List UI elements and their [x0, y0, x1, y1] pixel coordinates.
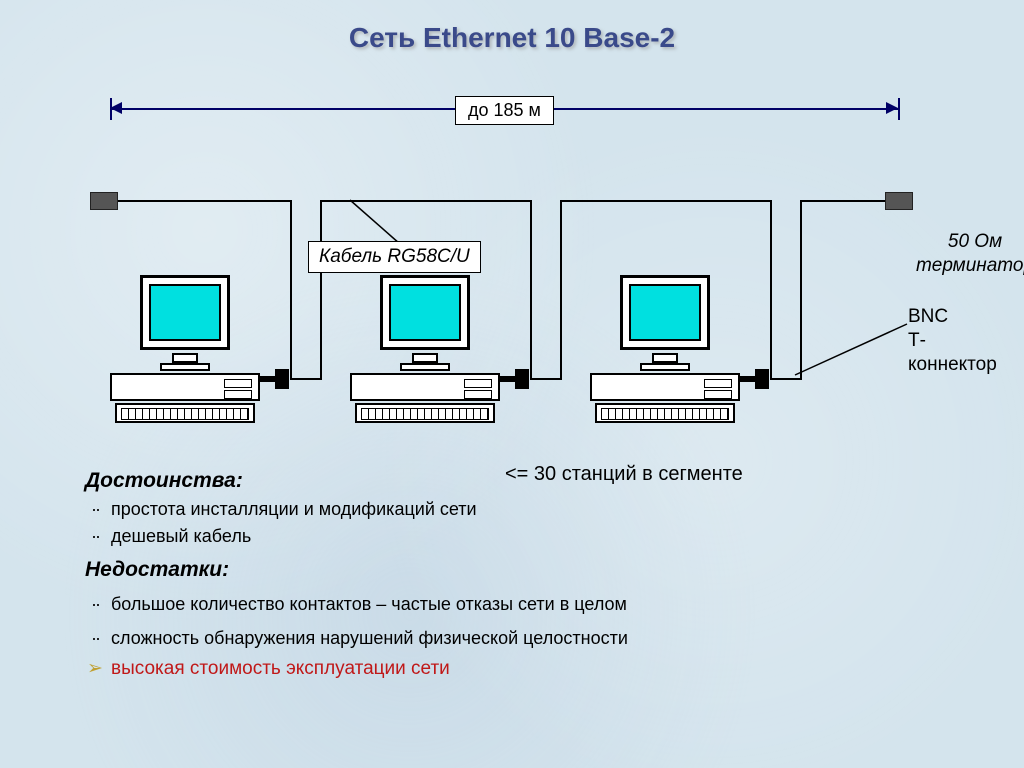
stub-3 [740, 376, 758, 382]
bus-drop-2 [530, 200, 532, 380]
keyboard-2 [355, 403, 495, 423]
bnc-line2: Т-коннектор [908, 330, 997, 375]
bnc-line1: BNC [908, 306, 948, 327]
terminator-label: 50 Ом терминатор [905, 230, 1024, 278]
monitor-base-1 [160, 363, 210, 371]
bus-drop-1 [290, 200, 292, 380]
bus-bot-2 [530, 378, 562, 380]
monitor-base-2 [400, 363, 450, 371]
advantage-1: простота инсталляции и модификаций сети [85, 496, 984, 522]
dim-arrow-left [110, 102, 124, 116]
network-diagram: до 185 м Кабель RG58C/U 50 Ом терминатор… [50, 80, 980, 450]
dim-arrow-right [886, 102, 900, 116]
computer-2 [350, 275, 500, 435]
case-2 [350, 373, 500, 401]
monitor-stand-1 [172, 353, 198, 363]
bus-up-1 [320, 200, 322, 380]
bnc-leader [795, 320, 915, 380]
slide-title: Сеть Ethernet 10 Base-2 [0, 0, 1024, 54]
case-3 [590, 373, 740, 401]
keyboard-3 [595, 403, 735, 423]
dimension-label: до 185 м [455, 96, 554, 125]
stations-note: <= 30 станций в сегменте [505, 460, 743, 489]
term-line1: 50 Ом [948, 231, 1002, 252]
bus-seg-4 [800, 200, 885, 202]
advantage-2: дешевый кабель [85, 523, 984, 549]
stub-2 [500, 376, 518, 382]
monitor-2 [380, 275, 470, 350]
monitor-stand-2 [412, 353, 438, 363]
screen-1 [149, 284, 221, 341]
bnc-label: BNC Т-коннектор [908, 305, 997, 376]
cable-label: Кабель RG58C/U [308, 241, 481, 273]
disadvantage-1: большое количество контактов – частые от… [85, 591, 984, 617]
monitor-1 [140, 275, 230, 350]
bus-seg-3 [560, 200, 770, 202]
terminator-left [90, 192, 118, 210]
keyboard-1 [115, 403, 255, 423]
stub-1 [260, 376, 278, 382]
disadvantage-2: сложность обнаружения нарушений физическ… [85, 625, 984, 651]
bus-drop-3 [770, 200, 772, 380]
screen-2 [389, 284, 461, 341]
term-line2: терминатор [916, 255, 1024, 276]
case-1 [110, 373, 260, 401]
monitor-stand-3 [652, 353, 678, 363]
monitor-base-3 [640, 363, 690, 371]
monitor-3 [620, 275, 710, 350]
computer-3 [590, 275, 740, 435]
screen-3 [629, 284, 701, 341]
bus-up-2 [560, 200, 562, 380]
disadvantages-heading: Недостатки: [85, 555, 984, 585]
bus-seg-1 [118, 200, 290, 202]
highlighted-disadvantage: высокая стоимость эксплуатации сети [85, 655, 984, 683]
text-content: Достоинства: <= 30 станций в сегменте пр… [85, 460, 984, 683]
bus-bot-1 [290, 378, 322, 380]
terminator-right [885, 192, 913, 210]
computer-1 [110, 275, 260, 435]
